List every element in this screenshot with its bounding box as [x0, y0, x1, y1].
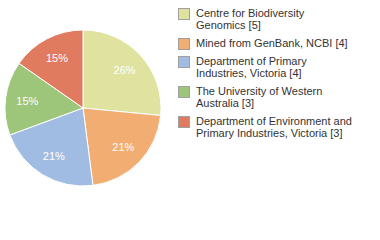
- data-labels: 26% 21% 21% 15% 15%: [16, 52, 136, 162]
- legend-label: Department of Primary Industries, Victor…: [196, 55, 356, 79]
- data-label: 21%: [43, 150, 65, 162]
- legend-swatch: [178, 38, 190, 50]
- data-label: 15%: [16, 95, 38, 107]
- legend-swatch: [178, 116, 190, 128]
- pie-slice: [83, 30, 161, 115]
- legend-label: Mined from GenBank, NCBI [4]: [196, 37, 356, 49]
- data-label: 21%: [112, 141, 134, 153]
- legend-swatch: [178, 86, 190, 98]
- legend-swatch: [178, 56, 190, 68]
- data-label: 26%: [114, 64, 136, 76]
- pie-slice: [83, 108, 161, 185]
- pie-plot: 26% 21% 21% 15% 15%: [0, 0, 175, 240]
- data-label: 15%: [46, 52, 68, 64]
- slices: [5, 30, 161, 186]
- chart-root: 26% 21% 21% 15% 15% Centre for Biodiversity G…: [0, 0, 380, 240]
- legend-label: The University of Western Australia [3]: [196, 85, 356, 109]
- legend-swatch: [178, 8, 190, 20]
- legend-label: Centre for Biodiversity Genomics [5]: [196, 7, 356, 31]
- legend-label: Department of Environment and Primary In…: [196, 115, 356, 139]
